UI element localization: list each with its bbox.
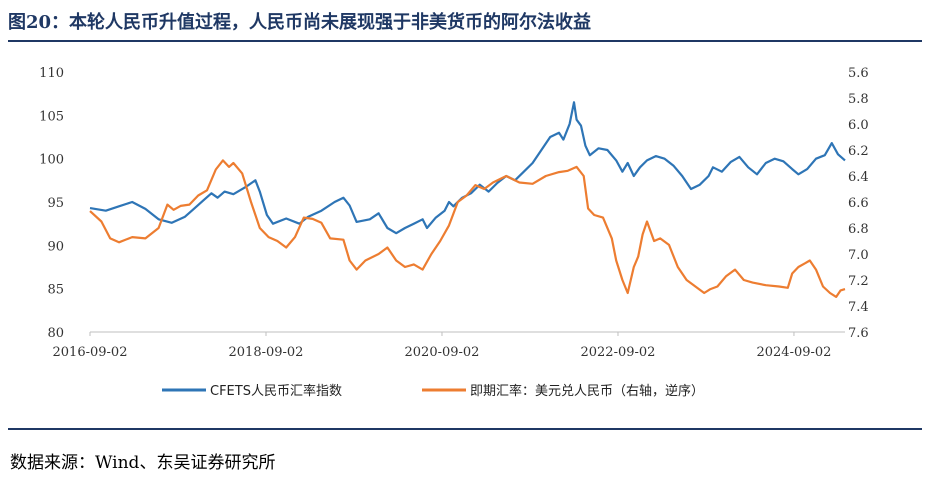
data-source-note: 数据来源：Wind、东吴证券研究所 — [10, 453, 276, 473]
right-axis-tick-label: 5.6 — [848, 66, 869, 81]
right-axis-tick-label: 7.2 — [848, 274, 869, 289]
right-axis-tick-label: 7.4 — [848, 300, 869, 315]
right-axis-tick-label: 6.2 — [848, 144, 869, 159]
right-axis-tick-label: 6.0 — [848, 118, 869, 133]
legend-label: CFETS人民币汇率指数 — [210, 383, 342, 399]
x-axis-tick-label: 2020-09-02 — [405, 345, 480, 360]
x-axis-tick-label: 2016-09-02 — [53, 345, 128, 360]
source-divider — [8, 428, 922, 430]
left-axis-tick-label: 100 — [39, 153, 64, 168]
right-axis-tick-label: 7.6 — [848, 326, 869, 341]
right-axis-tick-label: 6.6 — [848, 196, 869, 211]
usdcny-spot-line — [89, 159, 846, 298]
left-axis-tick-label: 90 — [47, 239, 64, 254]
cfets-index-line — [89, 101, 846, 235]
x-axis-tick-label: 2024-09-02 — [756, 345, 831, 360]
title-divider — [8, 40, 922, 42]
right-axis-tick-label: 6.4 — [848, 170, 869, 185]
left-axis-tick-label: 110 — [39, 66, 64, 81]
right-axis-tick-label: 5.8 — [848, 92, 869, 107]
left-axis-tick-label: 85 — [47, 283, 64, 298]
series-layer — [89, 101, 846, 298]
left-axis-tick-label: 80 — [47, 326, 64, 341]
legend-label: 即期汇率：美元兑人民币（右轴，逆序） — [470, 383, 704, 399]
x-axis-tick-label: 2022-09-02 — [580, 345, 655, 360]
figure-title: 图20：本轮人民币升值过程，人民币尚未展现强于非美货币的阿尔法收益 — [8, 12, 592, 33]
chart-axes: 80 85 90 95 100 105 110 5.6 5.8 6.0 6.2 6.4 6.6 6.8 7.… — [39, 66, 869, 360]
left-axis-tick-label: 95 — [47, 196, 64, 211]
chart-legend: CFETS人民币汇率指数 即期汇率：美元兑人民币（右轴，逆序） — [162, 383, 704, 399]
right-axis-tick-label: 7.0 — [848, 248, 869, 263]
x-axis-tick-label: 2018-09-02 — [229, 345, 304, 360]
right-axis-tick-label: 6.8 — [848, 222, 869, 237]
left-axis-tick-label: 105 — [39, 109, 64, 124]
